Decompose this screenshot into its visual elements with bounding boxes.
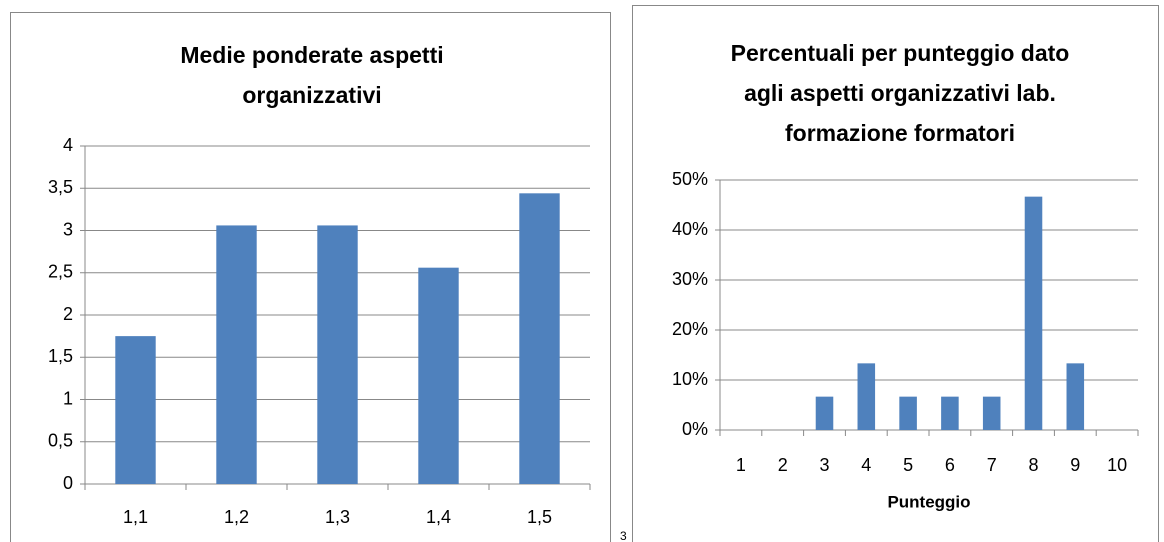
y-tick-label: 3,5 <box>48 177 73 197</box>
bar <box>982 396 1001 430</box>
y-tick-label: 0 <box>63 473 73 493</box>
y-tick-label: 50% <box>672 169 708 189</box>
y-tick-label: 0% <box>682 419 708 439</box>
x-tick-label: 4 <box>861 455 871 475</box>
x-tick-label: 1,1 <box>123 507 148 527</box>
y-tick-label: 4 <box>63 135 73 155</box>
x-tick-label: 7 <box>987 455 997 475</box>
chart-title: Percentuali per punteggio dato <box>731 40 1070 66</box>
bar <box>216 225 257 484</box>
chart-title: agli aspetti organizzativi lab. <box>744 80 1056 106</box>
x-tick-label: 9 <box>1070 455 1080 475</box>
y-tick-label: 3 <box>63 219 73 239</box>
bar <box>857 363 876 430</box>
bar <box>815 396 834 430</box>
y-tick-label: 30% <box>672 269 708 289</box>
chart-title: organizzativi <box>242 82 381 108</box>
x-axis-title: Punteggio <box>887 492 970 511</box>
y-tick-label: 20% <box>672 319 708 339</box>
x-tick-label: 1,3 <box>325 507 350 527</box>
bar <box>519 193 560 484</box>
chart-title: formazione formatori <box>785 120 1015 146</box>
y-tick-label: 0,5 <box>48 431 73 451</box>
chart-frame <box>10 12 611 542</box>
x-tick-label: 8 <box>1028 455 1038 475</box>
x-tick-label: 1 <box>736 455 746 475</box>
x-tick-label: 6 <box>945 455 955 475</box>
x-tick-label: 3 <box>819 455 829 475</box>
bar <box>941 396 959 430</box>
x-tick-label: 10 <box>1107 455 1127 475</box>
x-tick-label: 5 <box>903 455 913 475</box>
x-tick-label: 1,5 <box>527 507 552 527</box>
y-tick-label: 10% <box>672 369 708 389</box>
x-tick-label: 1,2 <box>224 507 249 527</box>
y-tick-label: 2,5 <box>48 262 73 282</box>
bar <box>317 225 358 484</box>
bar <box>1066 363 1085 430</box>
bar <box>1024 196 1043 430</box>
y-tick-label: 1 <box>63 388 73 408</box>
y-tick-label: 1,5 <box>48 346 73 366</box>
chart-title: Medie ponderate aspetti <box>180 42 443 68</box>
y-tick-label: 40% <box>672 219 708 239</box>
bar <box>418 267 459 484</box>
x-tick-label: 2 <box>778 455 788 475</box>
bar <box>899 396 917 430</box>
page-number: 3 <box>620 529 627 542</box>
y-tick-label: 2 <box>63 304 73 324</box>
x-tick-label: 1,4 <box>426 507 451 527</box>
bar <box>115 336 156 484</box>
